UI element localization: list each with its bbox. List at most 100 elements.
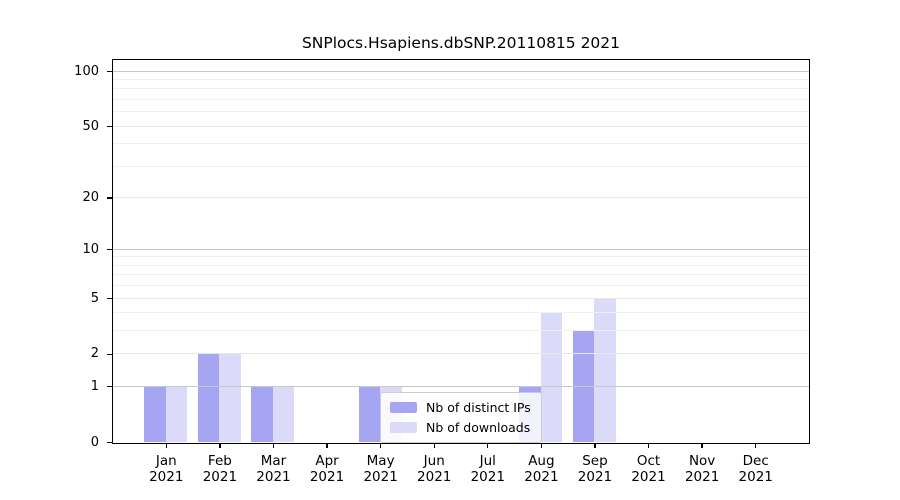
bar-distinct-ips — [251, 386, 273, 442]
x-label-year: 2021 — [684, 469, 720, 485]
x-label-month: Jan — [155, 452, 177, 469]
bar-downloads — [594, 298, 616, 442]
x-label-month: Jun — [423, 452, 445, 469]
bar-distinct-ips — [197, 353, 220, 442]
y-tick-50 — [107, 125, 112, 128]
gridline-9 — [113, 256, 809, 258]
x-label-month: May — [366, 452, 395, 469]
x-label-month: Jul — [479, 452, 496, 469]
gridline-10 — [113, 248, 809, 250]
bar-downloads — [540, 312, 563, 442]
y-tick-label-0: 0 — [90, 434, 99, 450]
x-tick-label-jan: Jan 2021 — [138, 453, 194, 486]
x-tick-jan — [165, 442, 167, 448]
x-label-year: 2021 — [149, 469, 184, 485]
x-tick-dec — [755, 442, 757, 448]
bar-distinct-ips — [144, 386, 166, 442]
gridline-7 — [113, 274, 809, 276]
bar-downloads — [272, 386, 295, 442]
y-tick-5 — [107, 297, 112, 300]
gridline-60 — [113, 111, 809, 113]
y-tick-100 — [107, 70, 112, 73]
legend-swatch-distinct-ips — [390, 402, 417, 413]
x-tick-jun — [433, 442, 435, 448]
legend-label-downloads: Nb of downloads — [426, 420, 531, 435]
x-tick-feb — [219, 442, 221, 448]
x-label-year: 2021 — [524, 469, 559, 485]
y-tick-label-50: 50 — [82, 118, 99, 134]
gridline-4 — [113, 312, 809, 314]
x-label-year: 2021 — [309, 469, 345, 485]
gridline-100 — [113, 70, 809, 72]
bar-downloads — [165, 386, 188, 442]
x-tick-label-oct: Oct 2021 — [621, 453, 677, 486]
gridline-6 — [113, 285, 809, 287]
gridline-70 — [113, 98, 809, 100]
x-tick-label-feb: Feb 2021 — [192, 453, 248, 486]
y-tick-label-100: 100 — [74, 63, 99, 79]
x-label-month: Dec — [742, 452, 769, 469]
legend-item-distinct-ips: Nb of distinct IPs — [390, 399, 531, 416]
x-tick-label-may: May 2021 — [353, 453, 409, 486]
y-tick-0 — [107, 441, 112, 444]
legend: Nb of distinct IPs Nb of downloads — [380, 392, 542, 443]
x-tick-label-nov: Nov 2021 — [674, 453, 730, 486]
y-tick-2 — [107, 353, 112, 355]
y-tick-1 — [107, 386, 112, 388]
x-label-year: 2021 — [363, 469, 398, 485]
x-tick-label-dec: Dec 2021 — [728, 453, 784, 486]
gridline-8 — [113, 264, 809, 266]
x-label-year: 2021 — [577, 469, 613, 485]
gridline-2 — [113, 353, 809, 355]
x-label-month: Feb — [207, 452, 232, 469]
x-label-month: Sep — [582, 452, 608, 469]
bar-downloads — [219, 353, 241, 442]
bar-distinct-ips — [358, 386, 381, 442]
plot-inner — [113, 60, 809, 443]
x-tick-label-jul: Jul 2021 — [460, 453, 516, 486]
gridline-5 — [113, 297, 809, 299]
legend-swatch-downloads — [390, 422, 417, 433]
x-label-month: Oct — [636, 452, 661, 469]
gridline-40 — [113, 143, 809, 145]
gridline-1 — [113, 385, 809, 387]
x-label-year: 2021 — [256, 469, 291, 485]
x-tick-label-mar: Mar 2021 — [245, 453, 301, 486]
x-label-month: Mar — [260, 452, 287, 469]
x-label-month: Apr — [315, 452, 339, 469]
gridline-90 — [113, 79, 809, 80]
x-tick-sep — [594, 442, 596, 448]
x-tick-label-apr: Apr 2021 — [299, 453, 355, 486]
legend-item-downloads: Nb of downloads — [390, 419, 531, 436]
x-tick-label-jun: Jun 2021 — [406, 453, 462, 486]
y-tick-label-10: 10 — [82, 241, 99, 257]
x-label-month: Nov — [688, 452, 716, 469]
gridline-80 — [113, 88, 809, 90]
y-tick-10 — [107, 249, 112, 251]
x-tick-aug — [540, 442, 543, 448]
y-tick-label-5: 5 — [90, 290, 99, 306]
gridline-3 — [113, 330, 809, 332]
x-tick-jul — [487, 442, 489, 448]
y-tick-label-2: 2 — [90, 346, 99, 362]
x-tick-nov — [701, 442, 703, 448]
plot-area — [112, 59, 810, 444]
x-label-year: 2021 — [738, 469, 773, 485]
x-label-year: 2021 — [202, 469, 238, 485]
x-tick-oct — [647, 442, 650, 448]
x-label-month: Aug — [528, 452, 555, 469]
gridline-30 — [113, 165, 809, 167]
x-tick-apr — [326, 442, 328, 448]
x-label-year: 2021 — [470, 469, 505, 485]
chart-title: SNPlocs.Hsapiens.dbSNP.20110815 2021 — [301, 34, 621, 52]
x-tick-mar — [272, 442, 275, 448]
y-tick-20 — [107, 197, 112, 199]
x-tick-label-sep: Sep 2021 — [567, 453, 623, 486]
legend-label-distinct-ips: Nb of distinct IPs — [426, 400, 531, 415]
gridline-20 — [113, 196, 809, 198]
x-label-year: 2021 — [417, 469, 452, 485]
y-tick-label-20: 20 — [82, 189, 99, 205]
x-tick-may — [379, 442, 382, 448]
x-label-year: 2021 — [631, 469, 666, 485]
